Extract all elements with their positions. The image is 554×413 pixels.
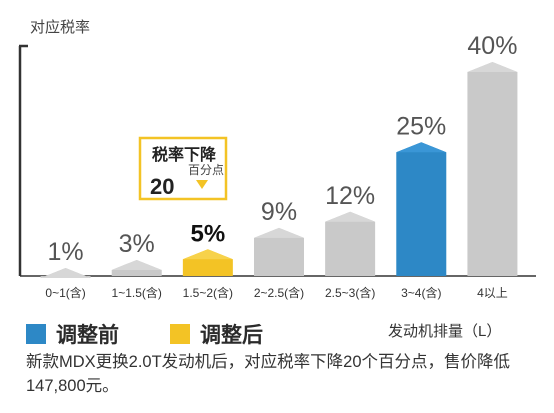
callout-box — [138, 136, 228, 201]
value-label: 3% — [119, 230, 155, 258]
bar — [467, 62, 518, 276]
value-label: 40% — [467, 32, 517, 60]
bar-chart: 1% 3% 5% 9% 12% 25% 40% 0~1(含) 1~1.5(含) 1.5~2(含)… — [18, 32, 536, 300]
x-tick-label: 0~1(含) — [45, 285, 85, 300]
legend-swatch-after — [170, 324, 190, 344]
callout-title: 税率下降 — [152, 145, 217, 164]
legend-item-after: 调整后 — [170, 319, 263, 349]
value-labels-group: 1% 3% 5% 9% 12% 25% 40% — [48, 32, 518, 266]
legend-item-before: 调整前 — [26, 319, 119, 349]
x-tick-label: 1~1.5(含) — [112, 285, 162, 300]
x-tick-label: 2~2.5(含) — [254, 285, 304, 300]
bar-cap — [467, 62, 518, 72]
callout-unit: 百分点 — [188, 163, 224, 177]
bar — [325, 211, 376, 276]
value-label: 5% — [191, 220, 226, 247]
y-axis-label: 对应税率 — [30, 19, 91, 36]
bar-cap — [111, 259, 162, 270]
bar-cap — [254, 227, 304, 238]
bar-cap — [325, 211, 376, 222]
legend-label-before: 调整前 — [56, 324, 119, 347]
legend-label-after: 调整后 — [200, 324, 263, 347]
footnote-text: 新款MDX更换2.0T发动机后，对应税率下降20个百分点，售价降低147,800… — [26, 353, 511, 395]
bar-cap — [396, 142, 447, 153]
x-tick-label: 2.5~3(含) — [325, 285, 375, 300]
bar-cap — [182, 249, 233, 260]
x-tick-labels-group: 0~1(含) 1~1.5(含) 1.5~2(含) 2~2.5(含) 2.5~3(含) 3~… — [45, 285, 507, 300]
x-tick-label: 4以上 — [477, 286, 508, 300]
value-label: 1% — [48, 238, 84, 266]
bars-group — [40, 62, 518, 278]
x-axis-label: 发动机排量（L） — [388, 323, 502, 340]
value-label: 25% — [396, 112, 446, 140]
legend-swatch-before — [26, 324, 46, 344]
value-label: 9% — [261, 198, 297, 226]
x-tick-label: 1.5~2(含) — [183, 285, 233, 300]
down-arrow-icon — [196, 180, 208, 189]
callout-value: 20 — [150, 174, 174, 199]
bar — [396, 142, 447, 276]
annotation-callout: 税率下降 百分点 20 — [138, 136, 228, 201]
bar — [254, 227, 304, 276]
value-label: 12% — [325, 182, 375, 210]
x-tick-label: 3~4(含) — [401, 285, 441, 300]
bar-cap — [40, 268, 91, 278]
